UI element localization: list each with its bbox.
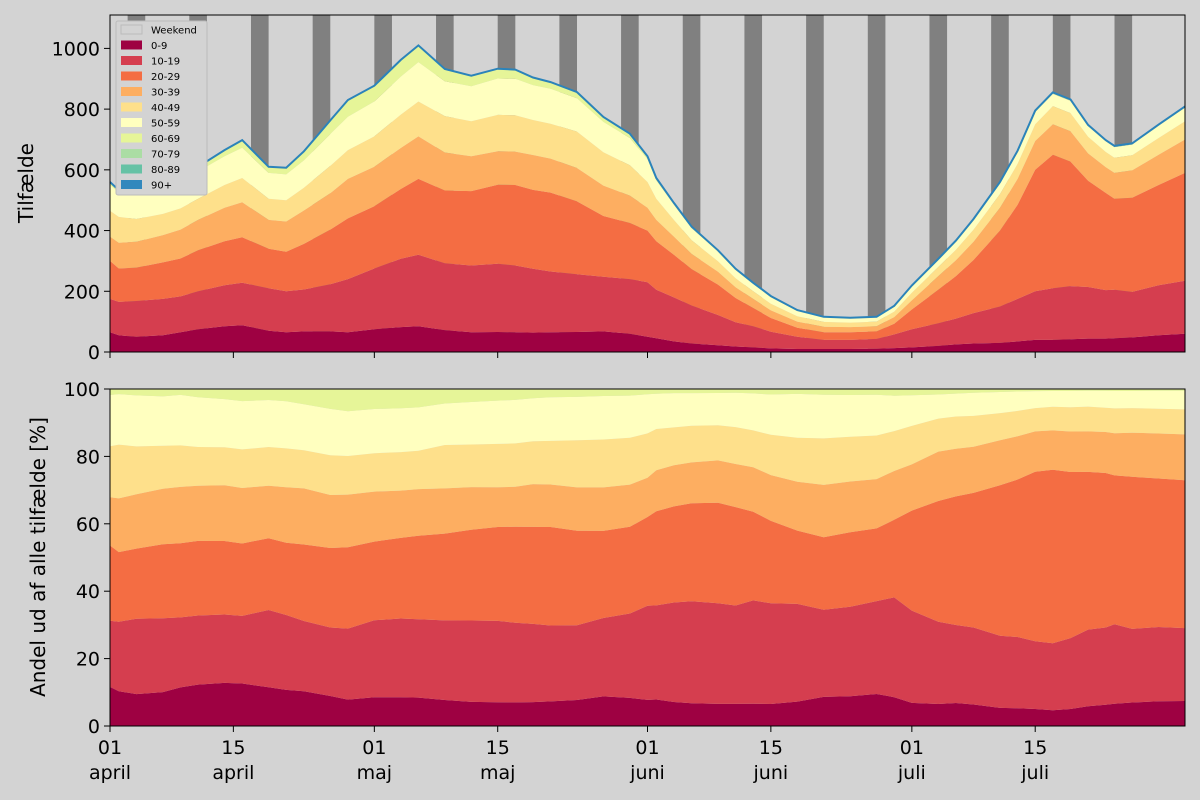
weekend-bar — [744, 15, 763, 352]
legend-label: 0-9 — [151, 41, 167, 52]
bottom-y-axis-label: Andel ud af alle tilfælde [%] — [26, 417, 50, 697]
x-tick-label-day: 15 — [1023, 737, 1047, 759]
legend: Weekend 0-9 10-19 20-29 30-39 40-49 50-59 60-69… — [115, 20, 208, 196]
legend-label: 60-69 — [151, 134, 180, 145]
legend-label: 90+ — [151, 181, 172, 192]
legend-swatch — [121, 118, 142, 127]
bottom-panel: 0 20 40 60 80 100 01 april 15 april 01 maj 15 maj 01 j… — [26, 379, 1186, 784]
legend-swatch — [121, 102, 142, 112]
y-tick-label: 200 — [64, 281, 100, 303]
legend-swatch — [121, 180, 142, 189]
area-10-19 — [110, 254, 1185, 349]
x-tick-label-day: 15 — [759, 737, 783, 759]
x-tick-label-day: 01 — [98, 737, 122, 759]
area-40-49 — [110, 101, 1185, 328]
legend-swatch — [120, 24, 143, 35]
legend-label: 40-49 — [151, 103, 180, 114]
x-tick-label-month: april — [212, 762, 254, 784]
x-tick-label-month: juli — [1020, 762, 1049, 784]
top-y-axis: 0 200 400 600 800 1000 — [52, 38, 110, 364]
total-cases-line — [109, 44, 1186, 319]
y-tick-label: 0 — [88, 716, 100, 738]
bottom-y-axis: 0 20 40 60 80 100 — [64, 379, 110, 738]
x-tick-label-day: 15 — [486, 737, 510, 759]
share-area-60-69 — [110, 389, 1185, 412]
top-stacked-areas — [110, 45, 1185, 352]
x-tick-label-day: 01 — [362, 737, 386, 759]
x-tick-label-day: 01 — [635, 737, 659, 759]
weekend-bar — [867, 15, 886, 352]
x-tick-label-month: juli — [897, 762, 926, 784]
y-tick-label: 400 — [64, 221, 100, 243]
y-tick-label: 100 — [64, 379, 100, 401]
legend-swatch — [121, 164, 142, 174]
x-tick-label-month: maj — [357, 762, 392, 784]
y-tick-label: 20 — [76, 649, 100, 671]
share-area-30-39 — [110, 430, 1185, 553]
top-x-axis — [109, 352, 1036, 358]
legend-swatch — [121, 87, 142, 96]
area-0-9 — [110, 325, 1185, 352]
y-tick-label: 0 — [88, 342, 100, 364]
x-tick-label-month: maj — [480, 762, 515, 784]
weekend-bar — [806, 15, 824, 352]
legend-label: Weekend — [151, 26, 197, 37]
legend-label: 80-89 — [151, 165, 180, 176]
x-tick-label-month: juni — [629, 762, 665, 784]
share-area-40-49 — [110, 406, 1185, 499]
legend-label: 20-29 — [151, 72, 180, 83]
top-y-axis-label: Tilfælde — [14, 143, 38, 224]
area-20-29 — [110, 154, 1185, 340]
y-tick-label: 600 — [64, 160, 100, 182]
share-area-10-19 — [110, 597, 1185, 711]
share-area-20-29 — [110, 469, 1185, 644]
legend-label: 70-79 — [151, 150, 180, 161]
legend-swatch — [121, 40, 142, 50]
legend-swatch — [121, 149, 142, 158]
area-50-59 — [110, 62, 1185, 323]
y-tick-label: 1000 — [52, 38, 100, 60]
legend-label: 50-59 — [151, 119, 180, 130]
legend-swatch — [121, 56, 142, 65]
legend-swatch — [121, 71, 142, 81]
top-panel: 0 200 400 600 800 1000 Tilfælde Weekend 0-9 10-… — [14, 14, 1186, 364]
legend-swatch — [121, 133, 142, 143]
bottom-percent-areas — [110, 389, 1185, 726]
y-tick-label: 60 — [76, 514, 100, 536]
x-tick-label-month: juni — [753, 762, 789, 784]
x-tick-label-month: april — [89, 762, 131, 784]
y-tick-label: 80 — [76, 446, 100, 468]
share-area-50-59 — [110, 390, 1185, 456]
legend-label: 10-19 — [151, 57, 180, 68]
x-tick-label-day: 15 — [221, 737, 245, 759]
area-30-39 — [110, 124, 1185, 333]
x-tick-label-day: 01 — [900, 737, 924, 759]
legend-label: 30-39 — [151, 88, 180, 99]
share-area-0-9 — [110, 682, 1185, 726]
y-tick-label: 800 — [64, 99, 100, 121]
y-tick-label: 40 — [76, 581, 100, 603]
bottom-x-axis: 01 april 15 april 01 maj 15 maj 01 juni 15 juni 01 ju… — [89, 726, 1049, 784]
